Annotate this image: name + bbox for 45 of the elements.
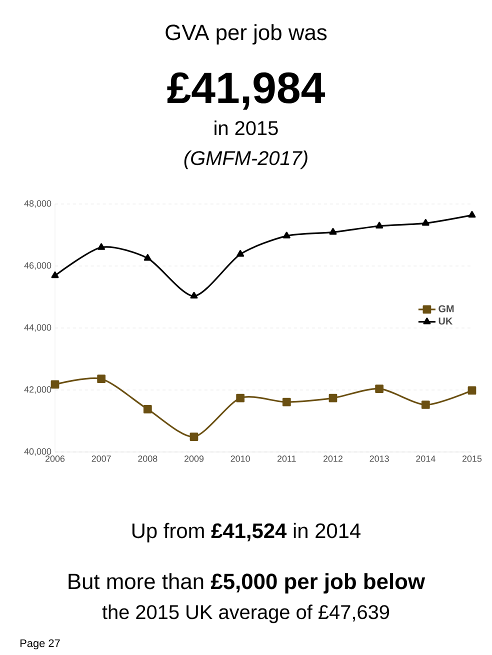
point xyxy=(236,394,245,402)
y-tick-label: 42,000 xyxy=(24,386,52,394)
point xyxy=(468,386,476,395)
text: Page 27 xyxy=(20,639,60,650)
y-tick-label: 44,000 xyxy=(24,324,52,332)
point xyxy=(421,400,430,409)
point xyxy=(282,232,290,238)
x-tick-label: 2013 xyxy=(370,456,389,462)
point xyxy=(468,211,476,218)
x-tick-label: 2012 xyxy=(323,456,343,462)
chart-title: GVA per job was xyxy=(166,24,327,45)
y-tick-label: 40,000 xyxy=(24,448,52,456)
point xyxy=(236,250,244,257)
point xyxy=(376,222,384,228)
text: (GMFM-2017) xyxy=(184,150,308,170)
x-tick-label: 2009 xyxy=(184,456,204,462)
point xyxy=(97,374,106,384)
point xyxy=(190,292,198,299)
point xyxy=(144,254,152,261)
x-tick-label: 2011 xyxy=(277,456,296,462)
point xyxy=(375,384,384,393)
point xyxy=(328,394,338,402)
chart-subtitle: £41,984 xyxy=(167,72,325,110)
y-tick-label: 46,000 xyxy=(24,262,52,270)
point xyxy=(329,228,337,235)
point xyxy=(282,398,291,406)
point xyxy=(98,243,106,250)
x-tick-label: 2008 xyxy=(138,456,158,462)
text: Up from £41,524 in 2014 xyxy=(132,522,360,542)
point xyxy=(50,380,60,389)
point xyxy=(190,432,198,441)
text: in 2015 xyxy=(214,120,278,136)
point xyxy=(422,219,430,226)
x-tick-label: 2014 xyxy=(416,456,436,462)
x-tick-label: 2006 xyxy=(45,456,65,462)
point xyxy=(51,271,59,278)
x-tick-label: 2007 xyxy=(92,456,111,462)
y-tick-label: 48,000 xyxy=(24,200,52,208)
legend-label: GM xyxy=(438,305,454,312)
x-tick-label: 2015 xyxy=(462,456,482,462)
text: the 2015 UK average of £47,639 xyxy=(102,604,390,624)
point xyxy=(143,405,152,414)
x-tick-label: 2010 xyxy=(230,456,250,462)
text: But more than £5,000 per job below xyxy=(68,573,426,594)
legend-label: UK xyxy=(438,318,453,325)
